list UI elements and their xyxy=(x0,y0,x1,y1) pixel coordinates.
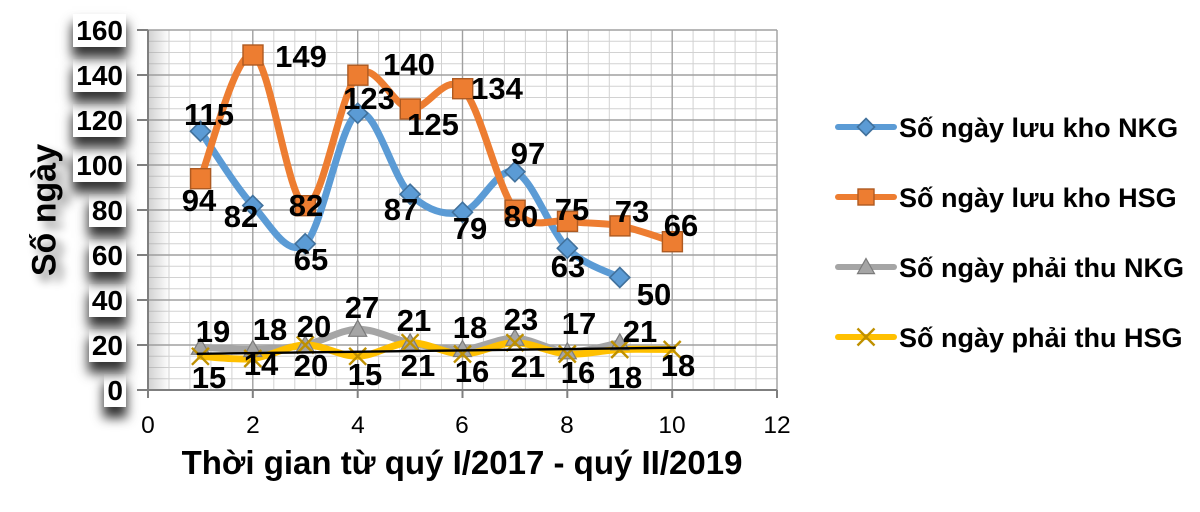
svg-text:Số ngày phải thu HSG: Số ngày phải thu HSG xyxy=(899,323,1183,353)
svg-text:23: 23 xyxy=(504,302,538,337)
svg-text:2: 2 xyxy=(246,412,260,439)
svg-text:10: 10 xyxy=(658,412,685,439)
svg-text:21: 21 xyxy=(623,314,657,349)
svg-text:18: 18 xyxy=(453,310,487,345)
svg-text:20: 20 xyxy=(297,309,331,344)
svg-text:8: 8 xyxy=(560,412,574,439)
svg-text:Số ngày phải thu NKG: Số ngày phải thu NKG xyxy=(899,253,1184,283)
svg-text:82: 82 xyxy=(289,188,323,223)
svg-text:82: 82 xyxy=(224,199,258,234)
svg-text:79: 79 xyxy=(453,211,487,246)
svg-text:Số ngày lưu kho NKG: Số ngày lưu kho NKG xyxy=(899,113,1178,143)
svg-text:63: 63 xyxy=(551,249,585,284)
svg-text:21: 21 xyxy=(401,348,435,383)
svg-text:18: 18 xyxy=(661,348,695,383)
svg-text:14: 14 xyxy=(244,347,279,382)
svg-text:73: 73 xyxy=(615,194,649,229)
svg-text:149: 149 xyxy=(275,39,327,74)
svg-text:27: 27 xyxy=(345,290,379,325)
svg-text:21: 21 xyxy=(511,349,545,384)
svg-text:16: 16 xyxy=(455,354,489,389)
svg-text:140: 140 xyxy=(383,47,435,82)
svg-text:80: 80 xyxy=(504,199,538,234)
svg-text:97: 97 xyxy=(511,136,545,171)
svg-text:50: 50 xyxy=(637,277,671,312)
svg-text:87: 87 xyxy=(384,192,418,227)
svg-text:15: 15 xyxy=(192,360,226,395)
svg-text:125: 125 xyxy=(407,107,459,142)
svg-text:115: 115 xyxy=(184,97,234,132)
svg-text:4: 4 xyxy=(351,412,365,439)
svg-text:Số ngày lưu kho HSG: Số ngày lưu kho HSG xyxy=(899,183,1177,213)
svg-text:66: 66 xyxy=(664,208,698,243)
svg-text:18: 18 xyxy=(608,360,642,395)
svg-text:123: 123 xyxy=(343,81,395,116)
svg-text:15: 15 xyxy=(348,357,382,392)
svg-text:19: 19 xyxy=(196,314,230,349)
svg-text:17: 17 xyxy=(562,306,596,341)
svg-text:20: 20 xyxy=(294,348,328,383)
svg-text:0: 0 xyxy=(141,412,155,439)
svg-text:134: 134 xyxy=(471,71,523,106)
svg-text:6: 6 xyxy=(455,412,469,439)
svg-text:21: 21 xyxy=(397,303,431,338)
svg-text:65: 65 xyxy=(294,242,328,277)
svg-text:75: 75 xyxy=(555,192,589,227)
svg-text:18: 18 xyxy=(253,312,287,347)
svg-text:12: 12 xyxy=(763,412,790,439)
svg-text:16: 16 xyxy=(561,355,595,390)
svg-text:94: 94 xyxy=(182,183,217,218)
